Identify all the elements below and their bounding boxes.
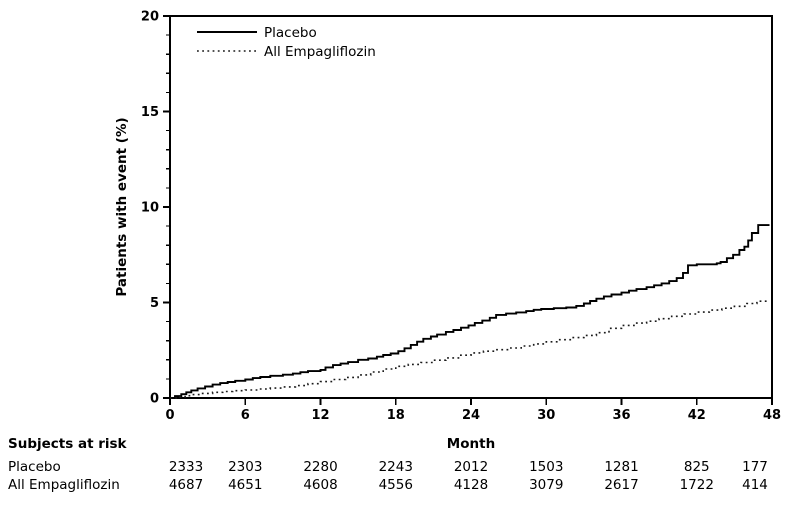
risk-value: 3079 (529, 477, 564, 493)
x-tick-label: 42 (688, 408, 706, 423)
plot-frame (169, 15, 773, 399)
series-line-placebo (170, 224, 770, 399)
risk-table-header: Subjects at risk (8, 436, 127, 452)
risk-value: 1503 (529, 459, 564, 475)
y-tick-label: 15 (141, 105, 159, 120)
x-tick-label: 12 (311, 408, 329, 423)
risk-value: 414 (742, 477, 768, 493)
risk-value: 2333 (168, 459, 204, 475)
risk-value: 825 (683, 459, 710, 475)
y-tick-label: 5 (150, 296, 159, 311)
x-tick-label: 24 (462, 408, 480, 423)
x-axis-title: Month (446, 436, 496, 452)
risk-value: 4651 (228, 477, 263, 493)
risk-value: 4608 (303, 477, 338, 493)
risk-value: 4556 (378, 477, 413, 493)
risk-value: 4128 (453, 477, 489, 493)
x-tick-label: 6 (241, 408, 250, 423)
risk-value: 1722 (679, 477, 714, 493)
risk-value: 2012 (453, 459, 489, 475)
risk-value: 1281 (604, 459, 639, 475)
risk-value: 2243 (378, 459, 413, 475)
risk-value: 2303 (228, 459, 263, 475)
risk-value: 177 (742, 459, 768, 475)
risk-row-label: All Empagliflozin (8, 477, 120, 493)
legend-label: Placebo (264, 25, 317, 41)
y-axis-title: Patients with event (%) (114, 117, 130, 297)
legend-label: All Empagliflozin (264, 44, 376, 60)
x-tick-label: 48 (763, 408, 781, 423)
y-tick-label: 0 (150, 392, 159, 407)
risk-value: 2617 (604, 477, 639, 493)
risk-value: 4687 (168, 477, 204, 493)
x-tick-label: 36 (612, 408, 630, 423)
x-tick-label: 18 (387, 408, 405, 423)
x-tick-label: 30 (537, 408, 555, 423)
risk-row-label: Placebo (8, 459, 61, 475)
risk-value: 2280 (303, 459, 338, 475)
series-line-all-empagliflozin (170, 299, 768, 399)
x-tick-label: 0 (165, 408, 174, 423)
y-tick-label: 10 (141, 201, 159, 216)
y-tick-label: 20 (141, 10, 159, 25)
